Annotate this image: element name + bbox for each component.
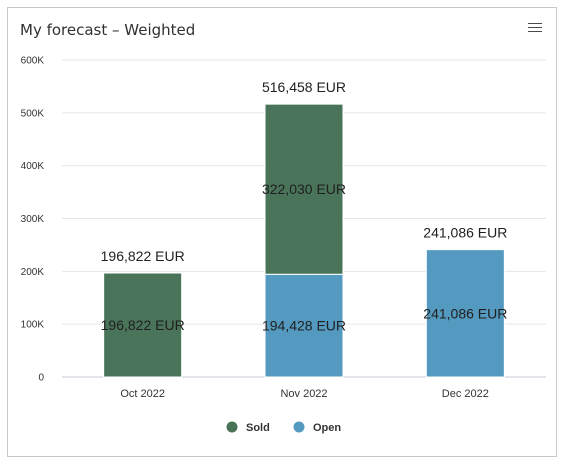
- x-tick-label: Nov 2022: [280, 388, 327, 400]
- legend-marker-sold[interactable]: [226, 421, 238, 433]
- data-label: 322,030 EUR: [262, 181, 346, 197]
- bar-open[interactable]: [264, 273, 344, 378]
- bar-sold[interactable]: [264, 103, 344, 275]
- total-label: 516,458 EUR: [262, 79, 346, 95]
- total-label: 196,822 EUR: [101, 248, 185, 264]
- bar-open[interactable]: [425, 249, 505, 378]
- x-tick-label: Oct 2022: [120, 388, 165, 400]
- bar-sold[interactable]: [103, 272, 183, 378]
- y-tick-label: 100K: [21, 320, 45, 331]
- hamburger-menu-icon[interactable]: [528, 20, 542, 34]
- total-label: 241,086 EUR: [423, 225, 507, 241]
- y-tick-label: 200K: [21, 267, 45, 278]
- x-tick-label: Dec 2022: [442, 388, 489, 400]
- y-tick-label: 0: [38, 373, 44, 384]
- legend-label-open[interactable]: Open: [313, 422, 341, 434]
- y-tick-label: 500K: [21, 108, 45, 119]
- data-label: 196,822 EUR: [101, 317, 185, 333]
- legend-label-sold[interactable]: Sold: [246, 422, 270, 434]
- y-tick-label: 400K: [21, 161, 45, 172]
- y-tick-label: 600K: [21, 56, 45, 67]
- legend-marker-open[interactable]: [293, 421, 305, 433]
- data-label: 194,428 EUR: [262, 318, 346, 334]
- data-label: 241,086 EUR: [423, 305, 507, 321]
- chart-title: My forecast – Weighted: [20, 21, 196, 39]
- y-tick-label: 300K: [21, 214, 45, 225]
